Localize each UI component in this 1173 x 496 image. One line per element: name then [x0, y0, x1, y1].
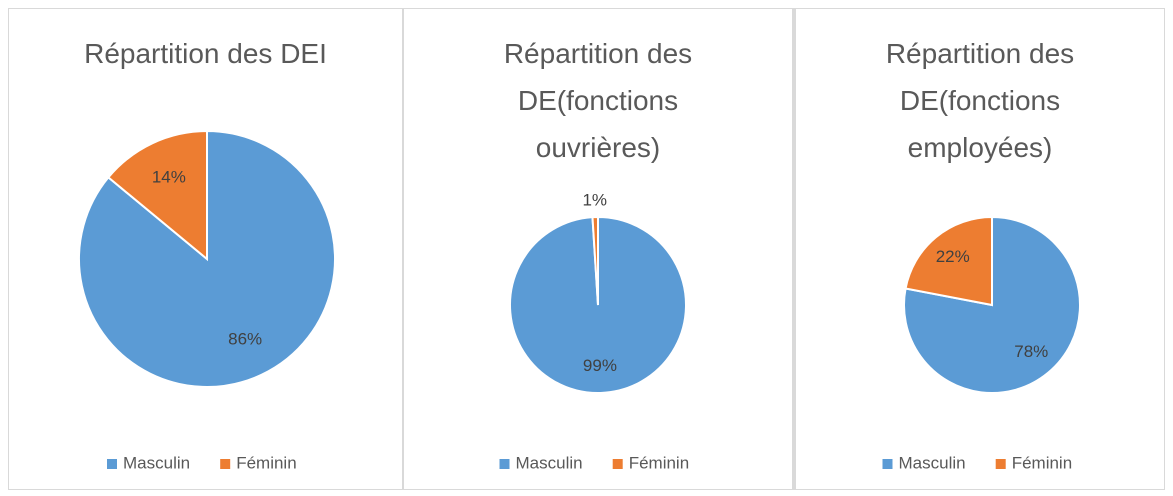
- legend-swatch: [220, 459, 231, 469]
- data-label: 14%: [152, 167, 186, 186]
- legend-label: Masculin: [899, 453, 966, 472]
- chart: 99% 1% Masculin Féminin: [499, 191, 689, 472]
- chart-title: Répartition des DEI: [84, 38, 327, 69]
- data-label: 1%: [582, 191, 607, 210]
- legend-swatch: [107, 459, 117, 469]
- chart-title: Répartition des DE(fonctions ouvrières): [503, 38, 693, 163]
- legend-swatch: [499, 459, 510, 469]
- legend-label: Féminin: [1012, 453, 1072, 472]
- legend-label: Féminin: [629, 453, 689, 472]
- data-label: 22%: [936, 247, 970, 266]
- legend-swatch: [612, 459, 623, 469]
- chart: 78% 22% Masculin Féminin: [882, 215, 1081, 472]
- legend-swatch: [882, 459, 893, 469]
- pie-slice: [591, 215, 599, 306]
- data-label: 99%: [583, 356, 617, 375]
- data-label: 78%: [1014, 342, 1048, 361]
- legend-label: Féminin: [236, 453, 296, 472]
- legend-label: Masculin: [516, 453, 583, 472]
- chart-panel: 86% 14% Masculin Féminin Répartition des DEI: [8, 8, 403, 490]
- chart-title: Répartition des DE(fonctions employées): [885, 38, 1075, 163]
- legend-swatch: [995, 459, 1006, 469]
- chart-panel: 99% 1% Masculin Féminin Répartition des DE(f…: [403, 8, 793, 490]
- data-label: 86%: [228, 330, 262, 349]
- chart-panel: 78% 22% Masculin Féminin Répartition des DE(…: [793, 8, 1165, 490]
- legend-label: Masculin: [123, 453, 190, 472]
- pie-slice: [106, 129, 208, 262]
- pie-slice: [904, 215, 993, 307]
- chart: 86% 14% Masculin Féminin: [78, 129, 336, 472]
